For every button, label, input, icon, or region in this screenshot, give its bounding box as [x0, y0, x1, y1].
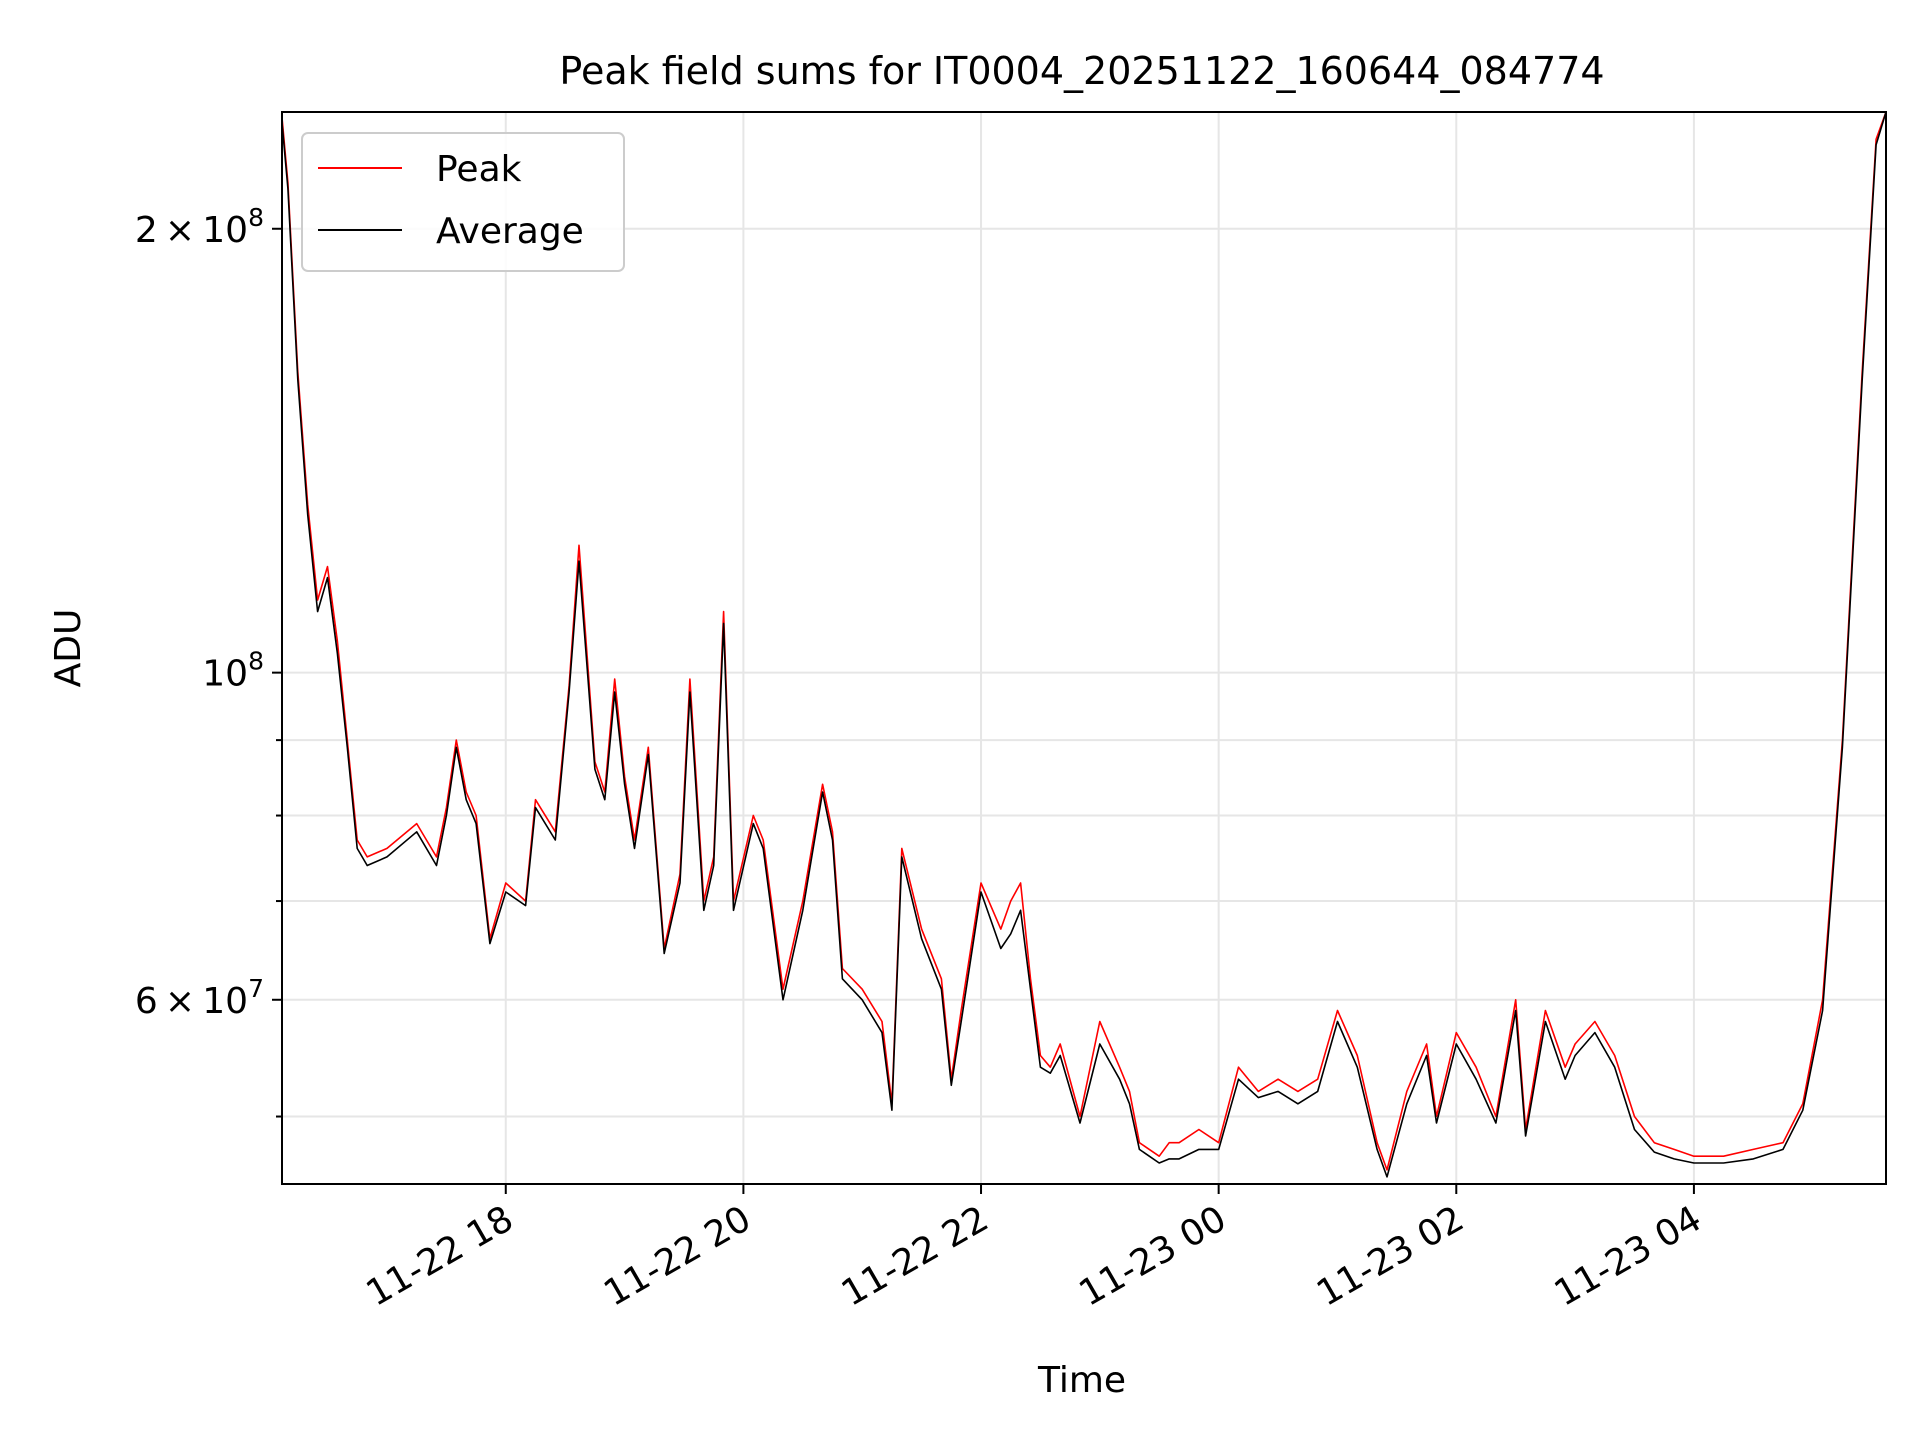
chart-title: Peak field sums for IT0004_20251122_1606… — [559, 49, 1604, 93]
y-axis-label: ADU — [48, 609, 89, 688]
series-line-peak — [281, 111, 1887, 1171]
y-tick-label: 2 × 108 — [135, 203, 264, 251]
legend-label-peak: Peak — [436, 149, 522, 190]
plot-area — [281, 111, 1887, 1185]
x-axis-label: Time — [1037, 1360, 1126, 1401]
plot-frame — [281, 111, 1887, 1185]
y-axis: 2 × 108 108 6 × 107 — [135, 203, 282, 1118]
grid-lines — [282, 112, 1886, 1184]
series-lines — [281, 111, 1887, 1178]
y-tick-label: 6 × 107 — [135, 974, 264, 1022]
legend-label-average: Average — [436, 211, 584, 252]
y-tick-label: 108 — [202, 647, 264, 695]
legend: Peak Average — [301, 132, 625, 272]
series-line-average — [281, 111, 1887, 1178]
plot-background — [282, 112, 1886, 1184]
